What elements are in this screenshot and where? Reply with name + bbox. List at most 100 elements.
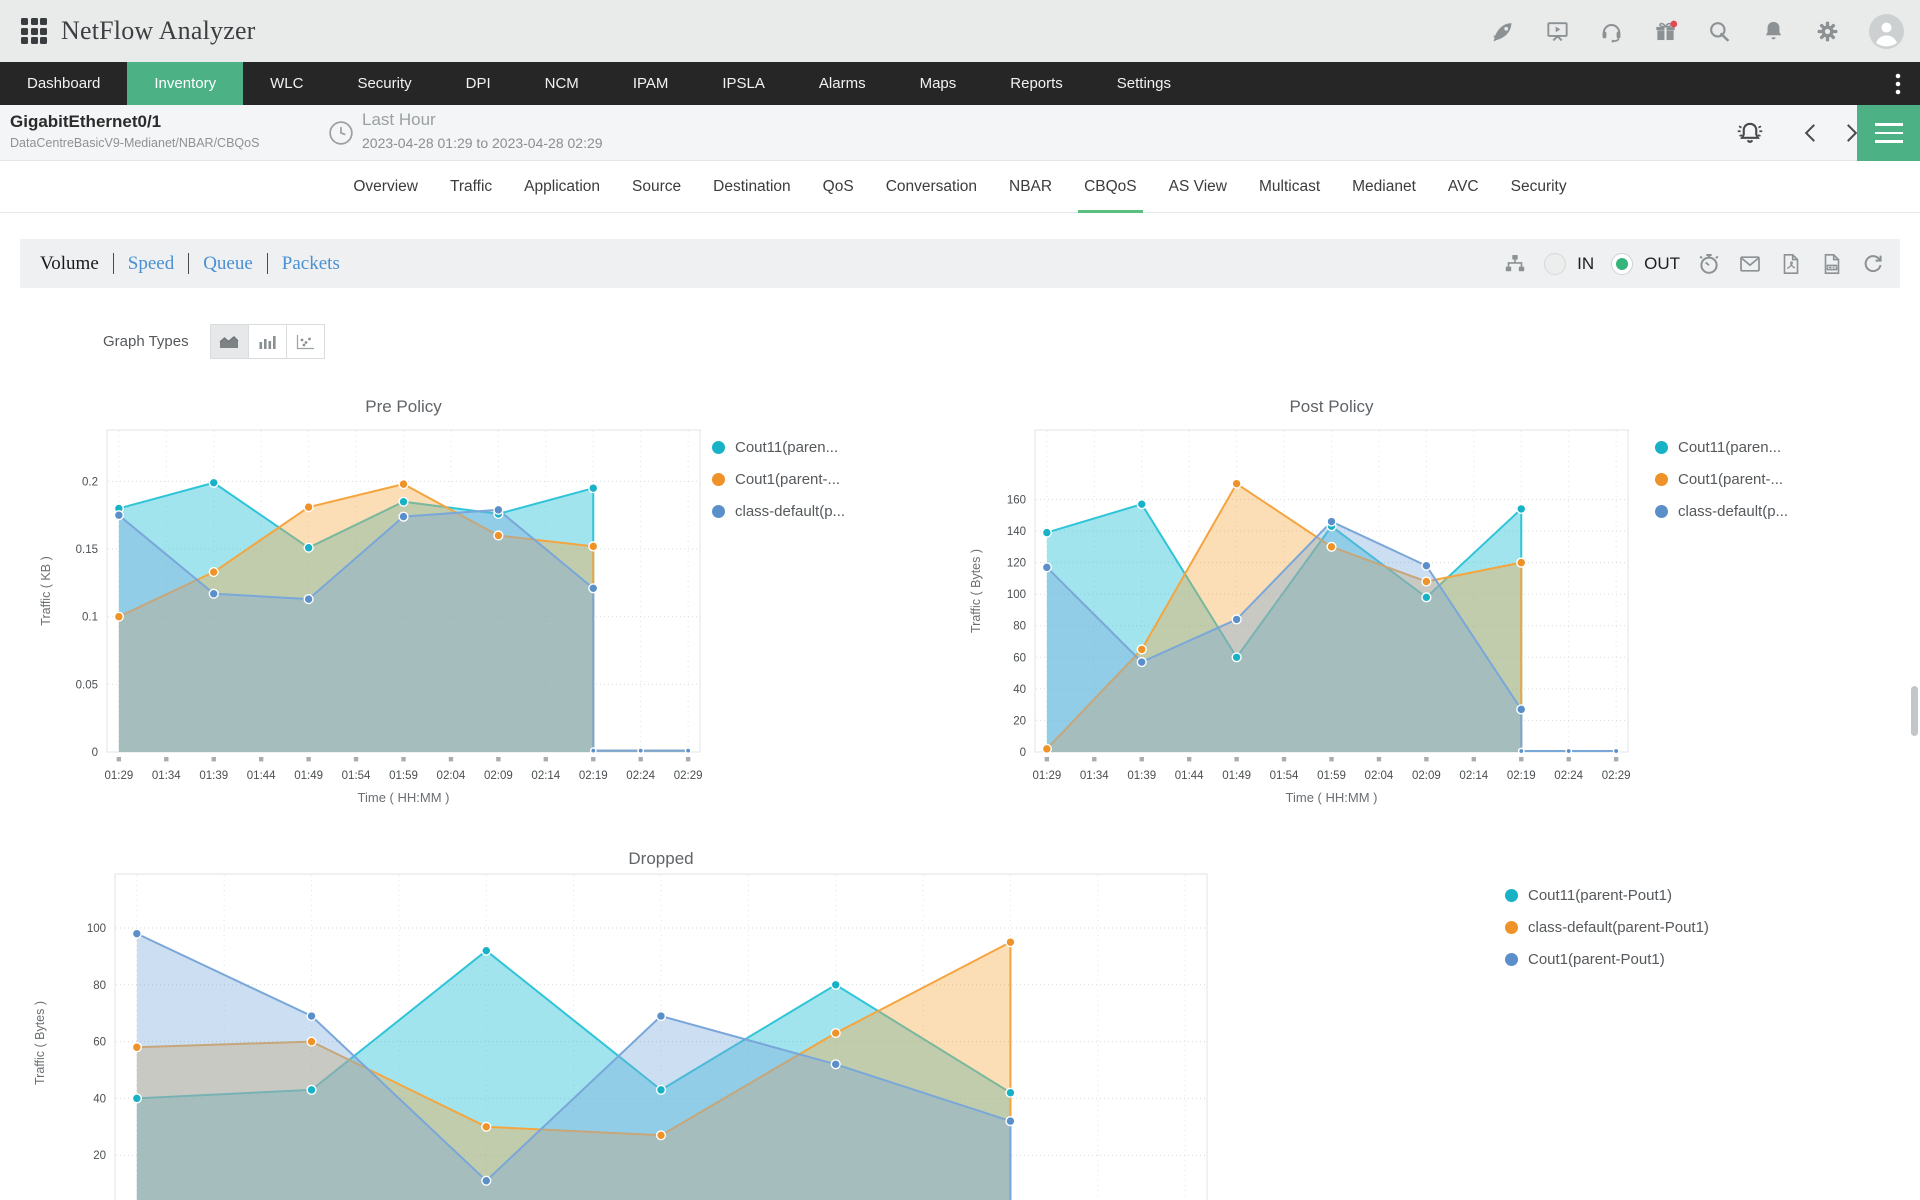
- tab-security[interactable]: Security: [1510, 177, 1567, 195]
- nav-item-ncm[interactable]: NCM: [544, 75, 579, 92]
- gift-icon[interactable]: [1653, 19, 1678, 44]
- post-chart-svg: 0 20 40 60 80 100 120 140 160 01:29 01:34 01:39 01:4…: [969, 397, 1631, 805]
- nav-item-alarms[interactable]: Alarms: [818, 75, 866, 92]
- tab-as-view[interactable]: AS View: [1168, 177, 1227, 195]
- rocket-icon[interactable]: [1491, 19, 1516, 44]
- svg-text:01:49: 01:49: [294, 770, 323, 782]
- legend-item[interactable]: class-default(p...: [712, 495, 845, 527]
- alarm-bell-icon[interactable]: [1735, 118, 1765, 148]
- top-app-bar: NetFlow Analyzer: [0, 0, 1920, 62]
- out-label[interactable]: OUT: [1644, 253, 1680, 273]
- nav-item-reports[interactable]: Reports: [1010, 75, 1063, 92]
- svg-text:Traffic ( Bytes ): Traffic ( Bytes ): [33, 1001, 47, 1085]
- legend-item[interactable]: Cout11(paren...: [1655, 431, 1788, 463]
- svg-text:01:34: 01:34: [1080, 770, 1109, 782]
- svg-text:Pre Policy: Pre Policy: [365, 397, 442, 416]
- topology-icon[interactable]: [1503, 252, 1527, 276]
- legend-item[interactable]: class-default(p...: [1655, 495, 1788, 527]
- metric-views: Volume Speed Queue Packets: [40, 253, 340, 275]
- legend-item[interactable]: Cout1(parent-...: [712, 463, 845, 495]
- graph-type-bar-button[interactable]: [247, 324, 287, 359]
- svg-text:100: 100: [1007, 589, 1026, 601]
- app-grid-icon[interactable]: [21, 18, 47, 44]
- refresh-icon[interactable]: [1861, 252, 1885, 276]
- time-period-label[interactable]: Last Hour: [362, 110, 436, 129]
- tab-overview[interactable]: Overview: [353, 177, 418, 195]
- tab-qos[interactable]: QoS: [822, 177, 854, 195]
- bell-icon[interactable]: [1761, 19, 1786, 44]
- svg-text:01:54: 01:54: [1270, 770, 1299, 782]
- view-packets[interactable]: Packets: [281, 252, 340, 274]
- tab-nbar[interactable]: NBAR: [1009, 177, 1053, 195]
- clock-icon[interactable]: [328, 120, 354, 146]
- gear-icon[interactable]: [1815, 19, 1840, 44]
- chevron-left-icon[interactable]: [1798, 120, 1824, 146]
- dropped-legend: Cout11(parent-Pout1) class-default(parent…: [1505, 879, 1709, 975]
- graph-type-area-button[interactable]: [209, 324, 249, 359]
- legend-dot: [1505, 952, 1518, 966]
- tab-source[interactable]: Source: [632, 177, 682, 195]
- presentation-icon[interactable]: [1545, 19, 1570, 44]
- legend-item[interactable]: Cout1(parent-Pout1): [1505, 943, 1709, 975]
- user-avatar[interactable]: [1869, 13, 1904, 49]
- tab-conversation[interactable]: Conversation: [885, 177, 978, 195]
- tab-application[interactable]: Application: [524, 177, 600, 195]
- tab-medianet[interactable]: Medianet: [1352, 177, 1416, 195]
- in-label[interactable]: IN: [1577, 253, 1595, 273]
- tab-avc[interactable]: AVC: [1447, 177, 1479, 195]
- nav-item-ipam[interactable]: IPAM: [632, 75, 669, 92]
- svg-text:100: 100: [87, 923, 106, 935]
- view-volume[interactable]: Volume: [40, 252, 99, 274]
- dropped-chart: 02040608010001:2901:3401:3901:4401:4901:…: [30, 849, 1215, 1200]
- nav-item-inventory[interactable]: Inventory: [127, 62, 244, 105]
- csv-export-icon[interactable]: CSV: [1820, 252, 1844, 276]
- hamburger-menu-button[interactable]: [1857, 105, 1920, 161]
- svg-text:Dropped: Dropped: [628, 852, 693, 868]
- graph-type-scatter-button[interactable]: [285, 324, 325, 359]
- nav-item-settings[interactable]: Settings: [1116, 75, 1171, 92]
- timer-icon[interactable]: [1697, 252, 1721, 276]
- view-speed[interactable]: Speed: [127, 252, 175, 274]
- interface-subheader: GigabitEthernet0/1 DataCentreBasicV9-Med…: [0, 105, 1920, 161]
- app-title: NetFlow Analyzer: [61, 16, 256, 45]
- out-radio[interactable]: [1611, 252, 1634, 275]
- chevron-right-icon[interactable]: [1838, 120, 1864, 146]
- nav-item-security[interactable]: Security: [357, 75, 412, 92]
- legend-dot: [1655, 472, 1668, 486]
- nav-item-dpi[interactable]: DPI: [465, 75, 491, 92]
- in-radio[interactable]: [1544, 252, 1567, 275]
- legend-item[interactable]: class-default(parent-Pout1): [1505, 911, 1709, 943]
- view-queue[interactable]: Queue: [203, 252, 253, 274]
- legend-item[interactable]: Cout1(parent-...: [1655, 463, 1788, 495]
- view-separator: [266, 253, 268, 274]
- nav-item-wlc[interactable]: WLC: [270, 75, 304, 92]
- svg-text:20: 20: [1013, 715, 1026, 727]
- svg-text:0: 0: [92, 747, 98, 759]
- nav-item-maps[interactable]: Maps: [919, 75, 957, 92]
- headset-icon[interactable]: [1599, 19, 1624, 44]
- tab-destination[interactable]: Destination: [713, 177, 791, 195]
- legend-item[interactable]: Cout11(paren...: [712, 431, 845, 463]
- svg-text:02:04: 02:04: [1365, 770, 1394, 782]
- tab-multicast[interactable]: Multicast: [1258, 177, 1321, 195]
- email-icon[interactable]: [1738, 252, 1762, 276]
- nav-overflow-menu[interactable]: [1876, 62, 1920, 105]
- tab-traffic[interactable]: Traffic: [449, 177, 493, 195]
- svg-text:Time ( HH:MM ): Time ( HH:MM ): [358, 790, 450, 805]
- legend-label: Cout11(paren...: [735, 438, 839, 456]
- post-policy-chart: 0 20 40 60 80 100 120 140 160 01:29 01:34 01:39 01:4…: [958, 385, 1638, 835]
- pdf-export-icon[interactable]: [1779, 252, 1803, 276]
- svg-text:40: 40: [93, 1093, 106, 1105]
- nav-item-ipsla[interactable]: IPSLA: [722, 75, 765, 92]
- svg-text:0.05: 0.05: [76, 679, 98, 691]
- svg-text:02:14: 02:14: [531, 770, 560, 782]
- search-icon[interactable]: [1707, 19, 1732, 44]
- vertical-scrollbar[interactable]: [1911, 686, 1918, 736]
- legend-item[interactable]: Cout11(parent-Pout1): [1505, 879, 1709, 911]
- chart-toolbar: Volume Speed Queue Packets IN OUT: [20, 239, 1900, 288]
- nav-item-dashboard[interactable]: Dashboard: [27, 75, 101, 92]
- tab-cbqos[interactable]: CBQoS: [1068, 161, 1153, 213]
- svg-text:02:04: 02:04: [437, 770, 466, 782]
- legend-dot: [1655, 440, 1668, 454]
- area-chart-icon: [219, 335, 239, 348]
